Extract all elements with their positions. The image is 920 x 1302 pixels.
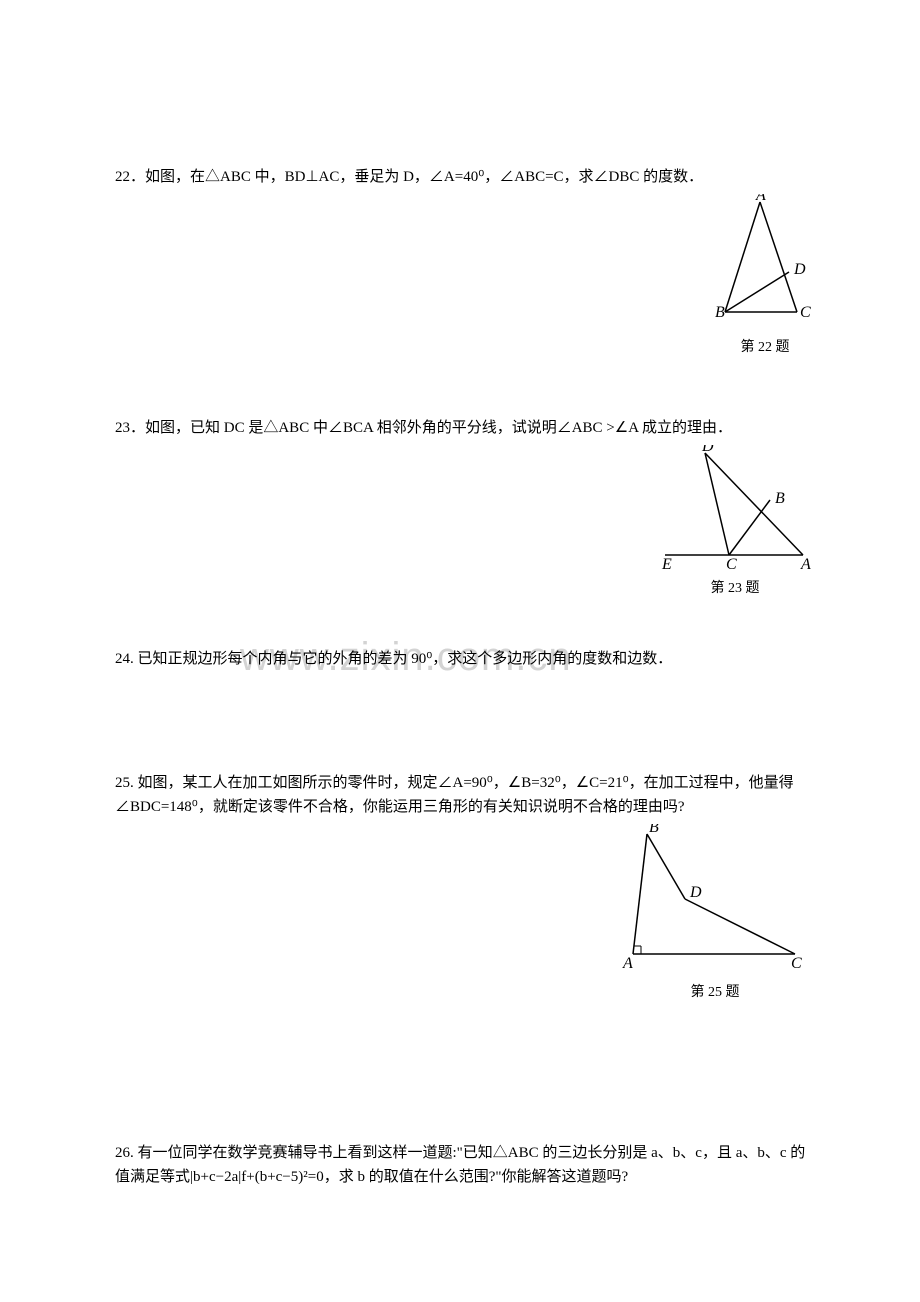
figure-22-label: 第 22 题 [715, 336, 815, 356]
problem-25: 25. 如图，某工人在加工如图所示的零件时，规定∠A=90⁰，∠B=32⁰，∠C… [115, 771, 815, 1001]
svg-text:B: B [715, 304, 725, 321]
svg-text:C: C [800, 304, 811, 321]
problem-26-text: 26. 有一位同学在数学竞赛辅导书上看到这样一道题:"已知△ABC 的三边长分别… [115, 1141, 815, 1189]
figure-23-container: A B C D E 第 23 题 [115, 445, 815, 597]
svg-text:B: B [649, 824, 659, 836]
svg-text:D: D [793, 261, 806, 278]
problem-23-number: 23． [115, 420, 145, 436]
problem-24: 24. 已知正规边形每个内角与它的外角的差为 90⁰，求这个多边形内角的度数和边… [115, 647, 815, 671]
figure-25-container: A B C D 第 25 题 [115, 824, 815, 1001]
svg-text:C: C [726, 556, 737, 570]
problem-24-number: 24. [115, 651, 138, 667]
svg-text:C: C [791, 955, 802, 972]
figure-23-label: 第 23 题 [655, 577, 815, 597]
figure-25-label: 第 25 题 [615, 981, 815, 1001]
problem-22-body: 如图，在△ABC 中，BD⊥AC，垂足为 D，∠A=40⁰，∠ABC=C，求∠D… [145, 169, 703, 185]
svg-text:B: B [775, 490, 785, 507]
problem-23-text: 23．如图，已知 DC 是△ABC 中∠BCA 相邻外角的平分线，试说明∠ABC… [115, 416, 815, 440]
problem-25-text: 25. 如图，某工人在加工如图所示的零件时，规定∠A=90⁰，∠B=32⁰，∠C… [115, 771, 815, 819]
svg-text:A: A [800, 556, 811, 570]
problem-25-number: 25. [115, 775, 138, 791]
problem-26: 26. 有一位同学在数学竞赛辅导书上看到这样一道题:"已知△ABC 的三边长分别… [115, 1141, 815, 1189]
problem-24-text: 24. 已知正规边形每个内角与它的外角的差为 90⁰，求这个多边形内角的度数和边… [115, 647, 815, 671]
svg-text:E: E [661, 556, 672, 570]
problem-22-number: 22． [115, 169, 145, 185]
problem-23: 23．如图，已知 DC 是△ABC 中∠BCA 相邻外角的平分线，试说明∠ABC… [115, 416, 815, 597]
problem-26-number: 26. [115, 1145, 138, 1161]
problem-23-body: 如图，已知 DC 是△ABC 中∠BCA 相邻外角的平分线，试说明∠ABC >∠… [145, 420, 732, 436]
problem-24-body: 已知正规边形每个内角与它的外角的差为 90⁰，求这个多边形内角的度数和边数． [138, 651, 673, 667]
figure-23-svg: A B C D E [655, 445, 815, 570]
figure-25-wrapper: A B C D 第 25 题 [615, 824, 815, 1001]
problem-26-body: 有一位同学在数学竞赛辅导书上看到这样一道题:"已知△ABC 的三边长分别是 a、… [115, 1145, 805, 1185]
problem-22-text: 22．如图，在△ABC 中，BD⊥AC，垂足为 D，∠A=40⁰，∠ABC=C，… [115, 165, 815, 189]
svg-text:D: D [701, 445, 714, 455]
figure-22-wrapper: A B C D 第 22 题 [715, 194, 815, 356]
svg-text:A: A [755, 194, 766, 204]
figure-25-svg: A B C D [615, 824, 815, 974]
figure-23-wrapper: A B C D E 第 23 题 [655, 445, 815, 597]
figure-22-svg: A B C D [715, 194, 815, 329]
problem-22: 22．如图，在△ABC 中，BD⊥AC，垂足为 D，∠A=40⁰，∠ABC=C，… [115, 165, 815, 356]
figure-22-container: A B C D 第 22 题 [115, 194, 815, 356]
svg-text:D: D [689, 884, 702, 901]
svg-text:A: A [622, 955, 633, 972]
problem-25-body: 如图，某工人在加工如图所示的零件时，规定∠A=90⁰，∠B=32⁰，∠C=21⁰… [115, 775, 794, 815]
